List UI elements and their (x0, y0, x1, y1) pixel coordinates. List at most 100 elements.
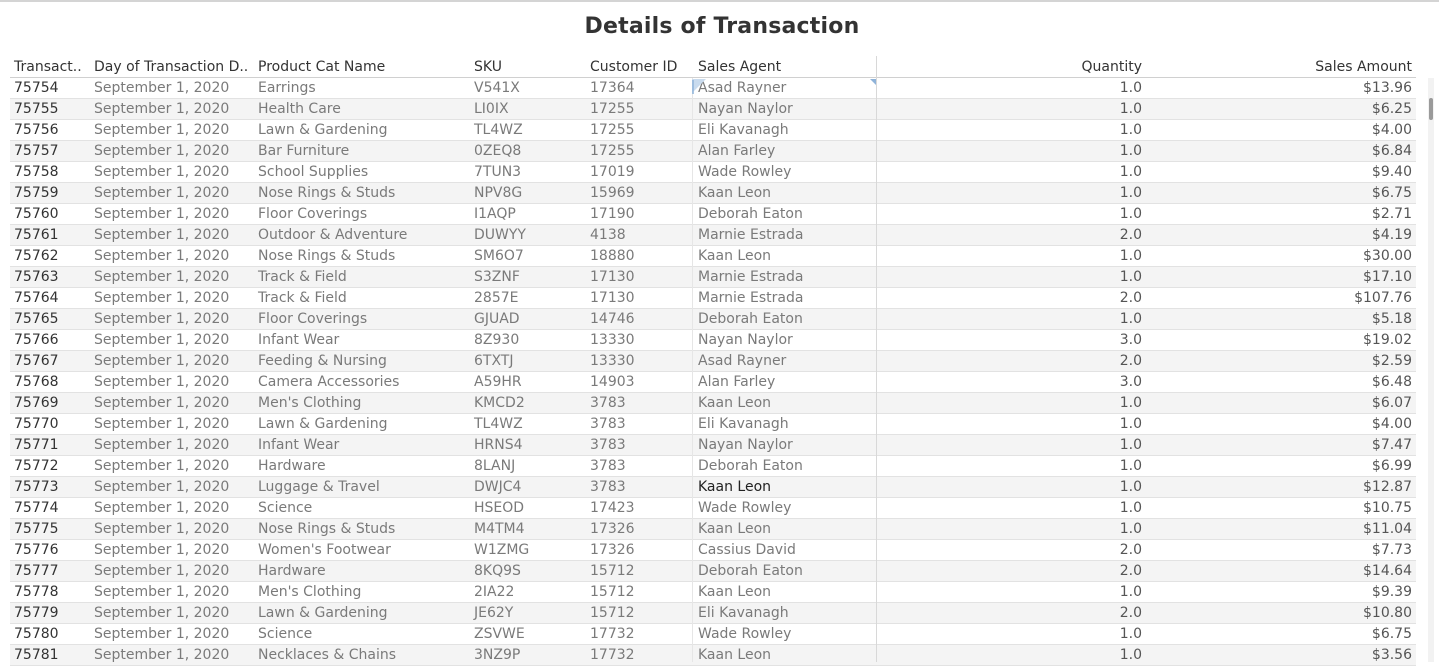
table-row[interactable]: 75780 September 1, 2020 Science ZSVWE 17732 W… (10, 624, 1416, 645)
table-row[interactable]: 75757 September 1, 2020 Bar Furniture 0ZEQ8… (10, 141, 1416, 162)
cell-day[interactable]: September 1, 2020 (94, 269, 230, 285)
cell-transaction[interactable]: 75765 (14, 311, 59, 327)
cell-quantity[interactable]: 2.0 (1119, 542, 1142, 558)
table-row[interactable]: 75766 September 1, 2020 Infant Wear 8Z930 13… (10, 330, 1416, 351)
cell-sales-amount[interactable]: $2.59 (1371, 353, 1412, 369)
cell-customer-id[interactable]: 17255 (590, 122, 635, 138)
cell-transaction[interactable]: 75776 (14, 542, 59, 558)
cell-category[interactable]: Lawn & Gardening (258, 605, 388, 621)
header-customer-id[interactable]: Customer ID (590, 59, 678, 75)
cell-customer-id[interactable]: 15969 (590, 185, 635, 201)
cell-category[interactable]: Feeding & Nursing (258, 353, 387, 369)
cell-sales-amount[interactable]: $10.80 (1363, 605, 1412, 621)
cell-sku[interactable]: 0ZEQ8 (474, 143, 522, 159)
table-row[interactable]: 75754 September 1, 2020 Earrings V541X 17364… (10, 78, 1416, 99)
cell-customer-id[interactable]: 15712 (590, 584, 635, 600)
cell-sku[interactable]: 8LANJ (474, 458, 516, 474)
cell-transaction[interactable]: 75772 (14, 458, 59, 474)
cell-sku[interactable]: KMCD2 (474, 395, 525, 411)
table-row[interactable]: 75758 September 1, 2020 School Supplies 7TU… (10, 162, 1416, 183)
cell-day[interactable]: September 1, 2020 (94, 521, 230, 537)
cell-sku[interactable]: HRNS4 (474, 437, 523, 453)
table-row[interactable]: 75774 September 1, 2020 Science HSEOD 17423 W… (10, 498, 1416, 519)
header-day[interactable]: Day of Transaction D.. (94, 59, 249, 75)
cell-category[interactable]: Track & Field (258, 290, 347, 306)
cell-sales-amount[interactable]: $5.18 (1371, 311, 1412, 327)
cell-day[interactable]: September 1, 2020 (94, 227, 230, 243)
cell-day[interactable]: September 1, 2020 (94, 143, 230, 159)
cell-sales-amount[interactable]: $4.00 (1371, 122, 1412, 138)
header-sales-amount[interactable]: Sales Amount (1315, 59, 1412, 75)
cell-sku[interactable]: 2857E (474, 290, 519, 306)
cell-customer-id[interactable]: 17190 (590, 206, 635, 222)
cell-transaction[interactable]: 75762 (14, 248, 59, 264)
cell-sales-agent[interactable]: Nayan Naylor (698, 101, 793, 117)
cell-sales-agent[interactable]: Alan Farley (698, 374, 776, 390)
cell-category[interactable]: Women's Footwear (258, 542, 391, 558)
cell-day[interactable]: September 1, 2020 (94, 542, 230, 558)
cell-day[interactable]: September 1, 2020 (94, 647, 230, 663)
cell-quantity[interactable]: 1.0 (1119, 416, 1142, 432)
cell-sales-agent[interactable]: Nayan Naylor (698, 332, 793, 348)
cell-day[interactable]: September 1, 2020 (94, 605, 230, 621)
cell-sku[interactable]: M4TM4 (474, 521, 525, 537)
cell-quantity[interactable]: 1.0 (1119, 500, 1142, 516)
table-row[interactable]: 75775 September 1, 2020 Nose Rings & Studs… (10, 519, 1416, 540)
cell-quantity[interactable]: 2.0 (1119, 290, 1142, 306)
cell-sales-agent[interactable]: Marnie Estrada (698, 227, 804, 243)
cell-transaction[interactable]: 75781 (14, 647, 59, 663)
cell-customer-id[interactable]: 3783 (590, 437, 626, 453)
cell-category[interactable]: Outdoor & Adventure (258, 227, 408, 243)
table-row[interactable]: 75755 September 1, 2020 Health Care LI0IX 17… (10, 99, 1416, 120)
cell-quantity[interactable]: 1.0 (1119, 80, 1142, 96)
cell-day[interactable]: September 1, 2020 (94, 437, 230, 453)
table-row[interactable]: 75781 September 1, 2020 Necklaces & Chains… (10, 645, 1416, 666)
cell-sales-amount[interactable]: $12.87 (1363, 479, 1412, 495)
cell-category[interactable]: Camera Accessories (258, 374, 400, 390)
cell-customer-id[interactable]: 17423 (590, 500, 635, 516)
table-row[interactable]: 75760 September 1, 2020 Floor Coverings I1A… (10, 204, 1416, 225)
cell-sku[interactable]: JE62Y (474, 605, 514, 621)
cell-sku[interactable]: HSEOD (474, 500, 525, 516)
table-row[interactable]: 75777 September 1, 2020 Hardware 8KQ9S 15712… (10, 561, 1416, 582)
cell-transaction[interactable]: 75761 (14, 227, 59, 243)
cell-sku[interactable]: V541X (474, 80, 520, 96)
cell-customer-id[interactable]: 17255 (590, 101, 635, 117)
cell-sales-amount[interactable]: $7.47 (1371, 437, 1412, 453)
cell-quantity[interactable]: 1.0 (1119, 248, 1142, 264)
cell-transaction[interactable]: 75777 (14, 563, 59, 579)
cell-customer-id[interactable]: 14746 (590, 311, 635, 327)
cell-sku[interactable]: W1ZMG (474, 542, 530, 558)
cell-quantity[interactable]: 1.0 (1119, 479, 1142, 495)
cell-sales-amount[interactable]: $6.75 (1371, 626, 1412, 642)
cell-day[interactable]: September 1, 2020 (94, 416, 230, 432)
cell-quantity[interactable]: 1.0 (1119, 164, 1142, 180)
table-row[interactable]: 75756 September 1, 2020 Lawn & Gardening TL… (10, 120, 1416, 141)
cell-category[interactable]: Nose Rings & Studs (258, 521, 396, 537)
cell-customer-id[interactable]: 15712 (590, 605, 635, 621)
table-row[interactable]: 75764 September 1, 2020 Track & Field 2857E… (10, 288, 1416, 309)
cell-customer-id[interactable]: 3783 (590, 479, 626, 495)
cell-transaction[interactable]: 75767 (14, 353, 59, 369)
cell-quantity[interactable]: 1.0 (1119, 122, 1142, 138)
cell-sku[interactable]: NPV8G (474, 185, 523, 201)
cell-day[interactable]: September 1, 2020 (94, 479, 230, 495)
cell-quantity[interactable]: 2.0 (1119, 605, 1142, 621)
header-transaction[interactable]: Transact.. (14, 59, 82, 75)
cell-sales-amount[interactable]: $10.75 (1363, 500, 1412, 516)
table-row[interactable]: 75763 September 1, 2020 Track & Field S3ZNF… (10, 267, 1416, 288)
cell-sku[interactable]: A59HR (474, 374, 522, 390)
cell-customer-id[interactable]: 17732 (590, 626, 635, 642)
cell-sales-agent[interactable]: Cassius David (698, 542, 796, 558)
cell-category[interactable]: Earrings (258, 80, 316, 96)
cell-sales-agent[interactable]: Asad Rayner (698, 353, 787, 369)
cell-sku[interactable]: S3ZNF (474, 269, 520, 285)
cell-day[interactable]: September 1, 2020 (94, 290, 230, 306)
cell-quantity[interactable]: 1.0 (1119, 143, 1142, 159)
cell-sales-agent[interactable]: Marnie Estrada (698, 290, 804, 306)
cell-transaction[interactable]: 75770 (14, 416, 59, 432)
cell-quantity[interactable]: 1.0 (1119, 521, 1142, 537)
cell-category[interactable]: Luggage & Travel (258, 479, 380, 495)
cell-customer-id[interactable]: 17019 (590, 164, 635, 180)
cell-sales-amount[interactable]: $6.84 (1371, 143, 1412, 159)
